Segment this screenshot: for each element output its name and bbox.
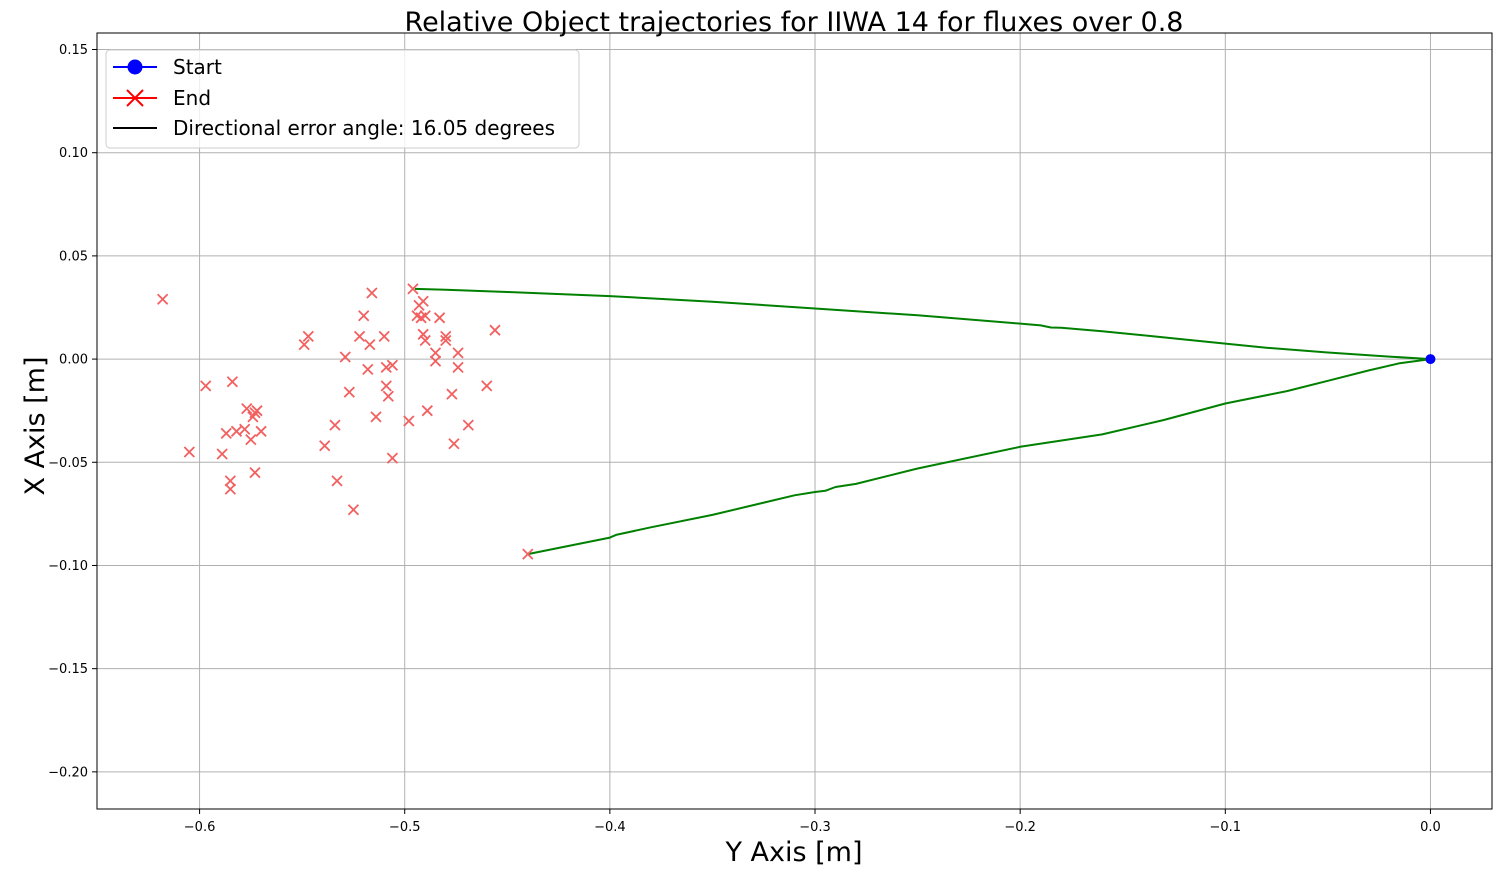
- end-marker: [220, 427, 232, 440]
- y-tick-label: 0.10: [59, 146, 88, 161]
- chart-title: Relative Object trajectories for IIWA 14…: [405, 7, 1184, 38]
- end-marker: [446, 388, 458, 400]
- x-ticks: −0.6 −0.5 −0.4 −0.3 −0.2 −0.1 0.0: [184, 809, 1441, 835]
- end-marker: [429, 355, 442, 367]
- start-marker-group: [1425, 354, 1436, 365]
- end-marker: [339, 351, 351, 363]
- y-tick-label: −0.20: [48, 765, 88, 780]
- end-marker: [241, 402, 253, 415]
- end-marker: [302, 330, 314, 343]
- trajectory-line: [414, 287, 1431, 361]
- end-marker: [245, 433, 257, 446]
- x-tick-label: −0.4: [594, 820, 626, 835]
- end-marker: [429, 347, 442, 359]
- end-marker: [380, 380, 392, 392]
- end-marker: [249, 466, 261, 479]
- end-marker: [452, 361, 464, 373]
- y-tick-label: −0.15: [48, 662, 88, 677]
- x-tick-label: 0.0: [1420, 820, 1441, 835]
- y-tick-label: 0.05: [59, 249, 88, 264]
- end-marker: [226, 376, 239, 388]
- grid: [97, 33, 1492, 809]
- end-marker: [157, 293, 169, 305]
- legend-start-label: Start: [173, 55, 222, 79]
- y-tick-label: 0.15: [59, 43, 88, 58]
- y-tick-label: −0.10: [48, 559, 88, 574]
- legend-angle-label: Directional error angle: 16.05 degrees: [173, 116, 555, 140]
- end-marker: [239, 423, 251, 435]
- end-marker: [353, 330, 366, 343]
- legend: Start End Directional error angle: 16.05…: [105, 49, 580, 149]
- end-marker: [481, 380, 493, 392]
- y-ticks: 0.15 0.10 0.05 0.00 −0.05 −0.10 −0.15 −0.20: [48, 43, 97, 780]
- start-marker: [1425, 354, 1436, 365]
- end-marker: [419, 334, 431, 347]
- end-marker: [362, 363, 374, 376]
- end-marker: [347, 504, 360, 516]
- end-marker: [417, 328, 429, 340]
- end-marker: [255, 425, 267, 437]
- y-tick-label: 0.00: [59, 353, 88, 368]
- y-tick-label: −0.05: [48, 456, 88, 471]
- plot-frame: [96, 32, 1493, 810]
- end-marker: [319, 440, 331, 452]
- end-marker: [440, 330, 452, 343]
- end-marker: [358, 310, 370, 322]
- end-marker: [417, 295, 429, 307]
- end-marker: [419, 310, 431, 322]
- end-marker: [230, 425, 243, 437]
- end-marker: [522, 548, 534, 560]
- end-marker: [380, 361, 392, 373]
- x-tick-label: −0.2: [1004, 820, 1036, 835]
- end-marker: [386, 452, 399, 464]
- x-tick-label: −0.5: [389, 820, 421, 835]
- end-marker: [200, 380, 212, 392]
- end-marker: [251, 405, 263, 417]
- end-marker: [329, 419, 341, 431]
- end-markers: [157, 283, 534, 560]
- end-marker: [382, 390, 394, 402]
- end-marker: [448, 438, 460, 450]
- trajectories: [414, 287, 1431, 556]
- end-marker: [364, 339, 376, 351]
- end-marker: [378, 330, 390, 343]
- end-marker: [331, 475, 343, 487]
- x-axis-label: Y Axis [m]: [724, 837, 862, 868]
- x-tick-label: −0.1: [1210, 820, 1242, 835]
- end-marker: [462, 419, 474, 431]
- legend-box: [105, 49, 580, 149]
- legend-start-marker: [127, 59, 143, 75]
- end-marker: [343, 386, 355, 398]
- x-tick-label: −0.3: [799, 820, 831, 835]
- end-marker: [489, 324, 501, 336]
- end-marker: [407, 283, 419, 295]
- legend-end-marker: [126, 89, 144, 107]
- end-marker: [216, 448, 228, 460]
- end-marker: [224, 483, 236, 495]
- legend-end-label: End: [173, 86, 211, 110]
- plot-background: [97, 33, 1492, 809]
- end-marker: [183, 446, 195, 458]
- end-marker: [298, 339, 310, 351]
- end-marker: [440, 334, 452, 347]
- x-tick-label: −0.6: [184, 820, 216, 835]
- end-marker: [370, 411, 382, 423]
- end-marker: [452, 347, 464, 359]
- trajectory-line: [527, 358, 1431, 556]
- end-marker: [386, 359, 399, 371]
- end-marker: [403, 415, 415, 427]
- end-marker: [433, 312, 446, 324]
- end-marker: [224, 475, 236, 487]
- end-marker: [421, 405, 433, 417]
- y-axis-label: X Axis [m]: [20, 356, 51, 495]
- end-marker: [366, 287, 378, 299]
